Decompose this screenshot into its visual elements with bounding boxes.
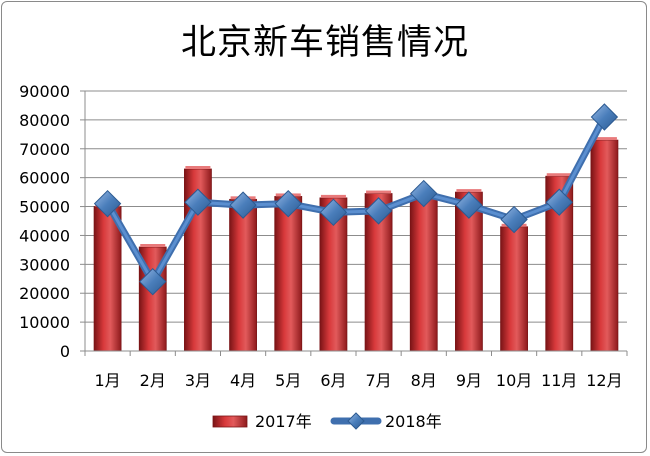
bar-2017: [500, 226, 528, 352]
bar-2017: [590, 139, 619, 352]
y-tick-label: 90000: [19, 82, 70, 101]
x-tick-label: 9月: [456, 371, 482, 390]
bar-2017: [229, 198, 257, 352]
bar-top: [140, 244, 166, 247]
point-2018: [319, 198, 348, 227]
point-2018: [455, 191, 483, 219]
y-tick-label: 0: [60, 342, 70, 361]
point-2018: [93, 189, 122, 218]
x-tick-label: 10月: [496, 371, 532, 390]
point-2018: [545, 188, 573, 216]
y-tick-label: 20000: [19, 284, 70, 303]
bar-top: [456, 189, 482, 193]
bar-2017: [409, 194, 438, 352]
y-tick-label: 50000: [19, 198, 70, 217]
x-tick-label: 11月: [541, 371, 577, 390]
line-2018-highlight: [106, 115, 606, 284]
point-2018: [184, 188, 212, 216]
bar-2017: [274, 196, 303, 352]
chart-title: 北京新车销售情况: [180, 23, 469, 63]
y-tick-label: 60000: [19, 169, 70, 188]
y-axis: 0 10000 20000 30000 40000 50000 60000 70000 8000…: [19, 82, 86, 361]
x-tick-label: 5月: [275, 371, 301, 390]
point-2018: [139, 267, 167, 296]
x-tick-label: 8月: [411, 371, 437, 390]
x-tick-label: 2月: [140, 371, 166, 390]
point-2018: [590, 103, 619, 131]
y-tick-label: 30000: [19, 255, 70, 274]
y-tick-label: 40000: [19, 226, 70, 245]
legend: 2017年 2018年: [212, 412, 442, 431]
x-tick-label: 4月: [230, 371, 256, 390]
bar-2017: [93, 206, 122, 352]
x-axis: 1月 2月 3月 4月 5月 6月 7月 8月 9月 10月 11月 12月: [84, 350, 628, 390]
bar-top: [320, 194, 346, 198]
bar-top: [366, 190, 392, 194]
point-2018: [229, 191, 257, 219]
x-tick-label: 7月: [365, 371, 391, 390]
point-2018: [500, 205, 528, 234]
x-tick-label: 3月: [185, 371, 211, 390]
legend-label-2017: 2017年: [255, 412, 312, 431]
y-tick-label: 70000: [19, 140, 70, 159]
bar-top: [546, 173, 572, 177]
legend-label-2018: 2018年: [385, 412, 442, 431]
x-tick-label: 1月: [94, 371, 120, 390]
line-2018: [104, 113, 608, 286]
legend-swatch-2017: [212, 415, 248, 428]
point-2018: [274, 189, 302, 218]
bar-top: [591, 137, 617, 141]
gridlines: [85, 90, 627, 323]
line-series: [93, 103, 619, 296]
point-2018: [410, 179, 438, 208]
y-tick-label: 80000: [19, 111, 70, 130]
x-tick-label: 6月: [320, 371, 346, 390]
bar-top: [185, 166, 211, 169]
legend-marker-2018: [347, 412, 365, 430]
x-tick-label: 12月: [586, 371, 622, 390]
y-tick-label: 10000: [19, 313, 70, 332]
point-2018: [364, 197, 393, 225]
